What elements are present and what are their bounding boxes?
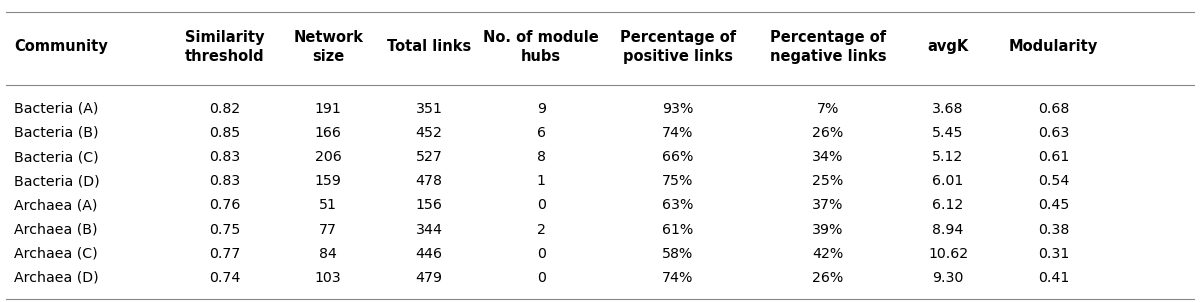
Text: 77: 77 <box>319 223 337 236</box>
Text: avgK: avgK <box>928 39 968 54</box>
Text: Percentage of
negative links: Percentage of negative links <box>769 30 887 64</box>
Text: 351: 351 <box>415 102 443 116</box>
Text: Bacteria (A): Bacteria (A) <box>14 102 98 116</box>
Text: 479: 479 <box>415 271 443 285</box>
Text: 3.68: 3.68 <box>932 102 964 116</box>
Text: 156: 156 <box>415 198 443 212</box>
Text: 0.83: 0.83 <box>209 150 240 164</box>
Text: 0: 0 <box>536 247 546 261</box>
Text: Archaea (B): Archaea (B) <box>14 223 98 236</box>
Text: 527: 527 <box>415 150 443 164</box>
Text: 25%: 25% <box>812 174 844 188</box>
Text: Bacteria (D): Bacteria (D) <box>14 174 100 188</box>
Text: 103: 103 <box>314 271 342 285</box>
Text: Modularity: Modularity <box>1009 39 1098 54</box>
Text: 75%: 75% <box>662 174 694 188</box>
Text: 6: 6 <box>536 126 546 140</box>
Text: 0.77: 0.77 <box>209 247 240 261</box>
Text: 0.85: 0.85 <box>209 126 240 140</box>
Text: 0.31: 0.31 <box>1038 247 1069 261</box>
Text: 206: 206 <box>314 150 342 164</box>
Text: 478: 478 <box>415 174 443 188</box>
Text: 51: 51 <box>319 198 337 212</box>
Text: 0.74: 0.74 <box>209 271 240 285</box>
Text: 1: 1 <box>536 174 546 188</box>
Text: 0.83: 0.83 <box>209 174 240 188</box>
Text: 6.12: 6.12 <box>932 198 964 212</box>
Text: Total links: Total links <box>386 39 472 54</box>
Text: 5.12: 5.12 <box>932 150 964 164</box>
Text: Archaea (D): Archaea (D) <box>14 271 100 285</box>
Text: 0.41: 0.41 <box>1038 271 1069 285</box>
Text: 61%: 61% <box>662 223 694 236</box>
Text: 74%: 74% <box>662 271 694 285</box>
Text: 166: 166 <box>314 126 342 140</box>
Text: 452: 452 <box>415 126 443 140</box>
Text: 9: 9 <box>536 102 546 116</box>
Text: 26%: 26% <box>812 271 844 285</box>
Text: Archaea (A): Archaea (A) <box>14 198 97 212</box>
Text: 8: 8 <box>536 150 546 164</box>
Text: 66%: 66% <box>662 150 694 164</box>
Text: 0.75: 0.75 <box>209 223 240 236</box>
Text: 9.30: 9.30 <box>932 271 964 285</box>
Text: 446: 446 <box>415 247 443 261</box>
Text: 42%: 42% <box>812 247 844 261</box>
Text: 39%: 39% <box>812 223 844 236</box>
Text: 63%: 63% <box>662 198 694 212</box>
Text: 10.62: 10.62 <box>928 247 968 261</box>
Text: 0.68: 0.68 <box>1038 102 1069 116</box>
Text: 0: 0 <box>536 271 546 285</box>
Text: Percentage of
positive links: Percentage of positive links <box>620 30 736 64</box>
Text: 5.45: 5.45 <box>932 126 964 140</box>
Text: 0.54: 0.54 <box>1038 174 1069 188</box>
Text: 7%: 7% <box>817 102 839 116</box>
Text: 0: 0 <box>536 198 546 212</box>
Text: Network
size: Network size <box>293 30 364 64</box>
Text: 344: 344 <box>415 223 443 236</box>
Text: 84: 84 <box>319 247 337 261</box>
Text: 58%: 58% <box>662 247 694 261</box>
Text: 6.01: 6.01 <box>932 174 964 188</box>
Text: 37%: 37% <box>812 198 844 212</box>
Text: 8.94: 8.94 <box>932 223 964 236</box>
Text: 159: 159 <box>314 174 342 188</box>
Text: 2: 2 <box>536 223 546 236</box>
Text: 0.45: 0.45 <box>1038 198 1069 212</box>
Text: 74%: 74% <box>662 126 694 140</box>
Text: Bacteria (C): Bacteria (C) <box>14 150 100 164</box>
Text: 93%: 93% <box>662 102 694 116</box>
Text: 0.63: 0.63 <box>1038 126 1069 140</box>
Text: 34%: 34% <box>812 150 844 164</box>
Text: 0.38: 0.38 <box>1038 223 1069 236</box>
Text: 191: 191 <box>314 102 342 116</box>
Text: Archaea (C): Archaea (C) <box>14 247 98 261</box>
Text: 0.82: 0.82 <box>209 102 240 116</box>
Text: Community: Community <box>14 39 108 54</box>
Text: Bacteria (B): Bacteria (B) <box>14 126 98 140</box>
Text: 26%: 26% <box>812 126 844 140</box>
Text: Similarity
threshold: Similarity threshold <box>185 30 264 64</box>
Text: 0.61: 0.61 <box>1038 150 1069 164</box>
Text: No. of module
hubs: No. of module hubs <box>484 30 599 64</box>
Text: 0.76: 0.76 <box>209 198 240 212</box>
